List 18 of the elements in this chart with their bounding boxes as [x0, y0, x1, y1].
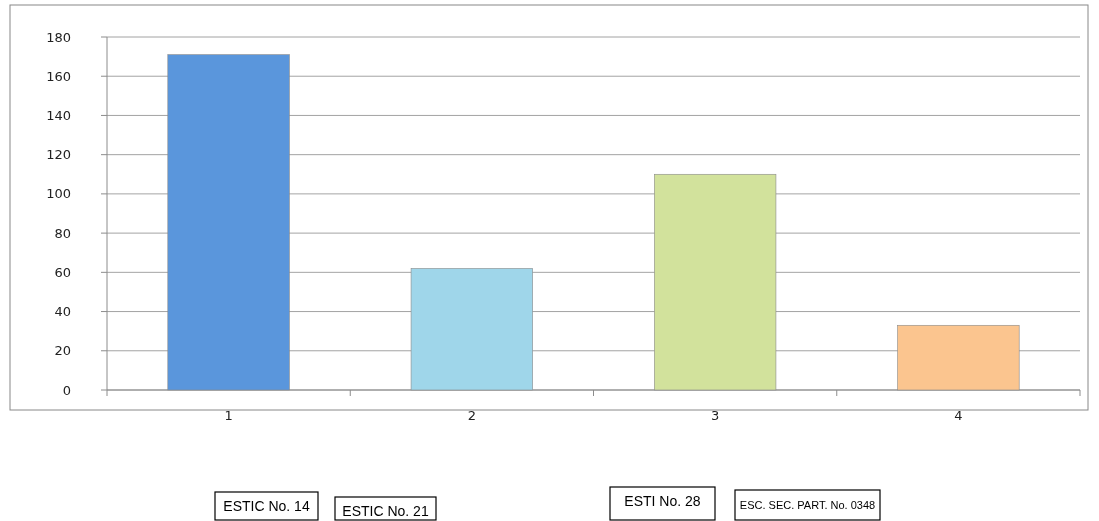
y-tick-label: 60 — [54, 264, 71, 280]
y-tick-label: 140 — [46, 107, 71, 123]
y-tick-label: 40 — [54, 304, 71, 320]
y-tick-label: 160 — [46, 68, 71, 84]
y-tick-label: 180 — [46, 29, 71, 45]
x-tick-label: 2 — [467, 408, 477, 423]
x-tick-label: 1 — [224, 408, 233, 423]
text: ESTIC No. 21 — [342, 503, 429, 519]
text: ESTIC No. 14 — [223, 498, 310, 514]
y-tick-label: 100 — [46, 186, 71, 202]
y-tick-label: 20 — [54, 343, 71, 359]
text: ESTI No. 28 — [624, 493, 701, 509]
y-tick-label: 80 — [54, 225, 71, 241]
y-tick-label: 0 — [62, 382, 71, 398]
text: ESC. SEC. PART. No. 0348 — [739, 499, 876, 511]
y-tick-label: 120 — [46, 147, 71, 163]
x-tick-label: 3 — [710, 408, 720, 423]
x-tick-label: 4 — [954, 408, 963, 423]
